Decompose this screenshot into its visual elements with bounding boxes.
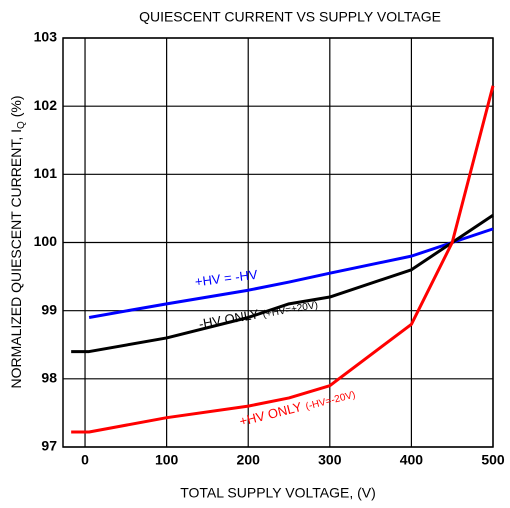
x-tick-label: 300 (318, 452, 342, 468)
y-axis-label: NORMALIZED QUIESCENT CURRENT, IQ (%) (8, 95, 27, 388)
x-tick-label: 0 (81, 452, 89, 468)
x-axis-label: TOTAL SUPPLY VOLTAGE, (V) (180, 485, 376, 501)
y-axis-label-subscript: Q (16, 121, 27, 129)
annotation: -HV ONLY (+HV=+20V) (198, 296, 319, 332)
x-tick-label: 200 (237, 452, 261, 468)
y-tick-label: 100 (34, 233, 58, 249)
plot-frame (62, 37, 494, 448)
y-axis-label-suffix: (%) (8, 95, 24, 117)
annotation-text: +HV = -HV (194, 267, 259, 290)
y-tick-label: 98 (41, 370, 57, 386)
annotation-small: (-HV=-20V) (304, 389, 356, 412)
series-line (71, 85, 495, 434)
y-tick-label: 101 (34, 165, 58, 181)
x-tick-label: 100 (155, 452, 179, 468)
y-axis-label-text: NORMALIZED QUIESCENT CURRENT, I (8, 129, 24, 389)
annotation: +HV = -HV (194, 267, 259, 290)
y-tick-label: 97 (41, 438, 57, 454)
y-tick-label: 99 (41, 301, 57, 317)
chart-title: QUIESCENT CURRENT VS SUPPLY VOLTAGE (139, 9, 441, 25)
x-tick-label: 400 (400, 452, 424, 468)
series-line (88, 227, 494, 319)
series-line (71, 213, 494, 354)
y-tick-label: 103 (34, 29, 58, 45)
annotation: +HV ONLY(-HV=-20V) (238, 386, 357, 429)
x-tick-label: 500 (481, 452, 505, 468)
y-tick-label: 102 (34, 97, 58, 113)
